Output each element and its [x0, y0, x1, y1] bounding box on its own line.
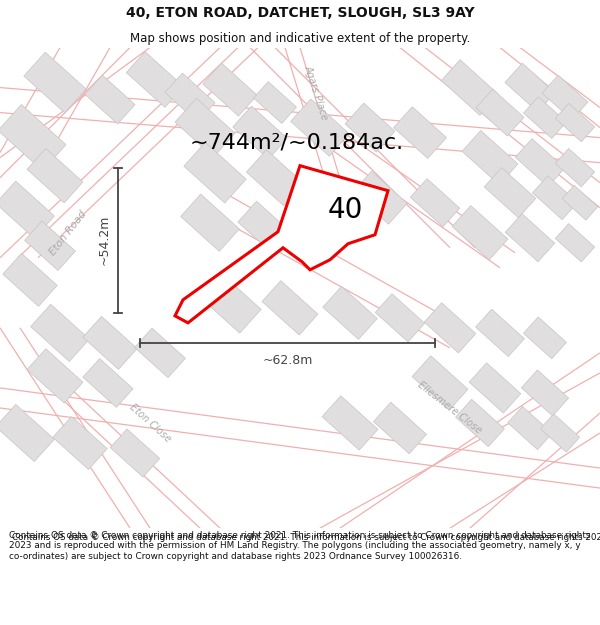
Polygon shape	[469, 363, 521, 413]
Polygon shape	[562, 185, 598, 220]
Text: 40: 40	[328, 196, 362, 224]
Polygon shape	[184, 142, 246, 203]
Text: Agars Place: Agars Place	[302, 64, 329, 121]
Polygon shape	[83, 359, 133, 408]
Polygon shape	[175, 98, 235, 157]
Text: Map shows position and indicative extent of the property.: Map shows position and indicative extent…	[130, 32, 470, 46]
Polygon shape	[476, 89, 524, 136]
Polygon shape	[524, 97, 566, 139]
Polygon shape	[541, 414, 580, 452]
Polygon shape	[0, 104, 66, 171]
Polygon shape	[27, 349, 83, 403]
Text: 40, ETON ROAD, DATCHET, SLOUGH, SL3 9AY: 40, ETON ROAD, DATCHET, SLOUGH, SL3 9AY	[125, 6, 475, 20]
Polygon shape	[127, 52, 184, 107]
Polygon shape	[442, 60, 499, 116]
Polygon shape	[290, 99, 349, 156]
Polygon shape	[31, 304, 89, 361]
Polygon shape	[24, 52, 86, 113]
Polygon shape	[165, 73, 215, 122]
Polygon shape	[27, 149, 83, 203]
Polygon shape	[515, 139, 565, 187]
Polygon shape	[556, 103, 595, 142]
Polygon shape	[462, 131, 518, 185]
Text: Contains OS data © Crown copyright and database right 2021. This information is : Contains OS data © Crown copyright and d…	[12, 533, 600, 542]
Polygon shape	[25, 221, 76, 271]
Polygon shape	[199, 272, 261, 333]
Polygon shape	[110, 429, 160, 477]
Polygon shape	[0, 404, 55, 462]
Polygon shape	[233, 106, 287, 159]
Text: Contains OS data © Crown copyright and database right 2021. This information is : Contains OS data © Crown copyright and d…	[9, 531, 590, 561]
Polygon shape	[394, 107, 446, 159]
Polygon shape	[505, 214, 555, 262]
Polygon shape	[524, 317, 566, 359]
Polygon shape	[247, 150, 304, 206]
Text: ~744m²/~0.184ac.: ~744m²/~0.184ac.	[190, 132, 404, 152]
Polygon shape	[452, 206, 508, 260]
Polygon shape	[53, 416, 107, 469]
Text: ~54.2m: ~54.2m	[97, 215, 110, 266]
Polygon shape	[424, 302, 476, 353]
Polygon shape	[345, 103, 395, 152]
Polygon shape	[556, 149, 595, 187]
Polygon shape	[0, 181, 55, 238]
Polygon shape	[3, 253, 57, 306]
Polygon shape	[323, 286, 377, 339]
Polygon shape	[85, 75, 135, 124]
Polygon shape	[508, 406, 552, 449]
Polygon shape	[373, 402, 427, 454]
Polygon shape	[254, 82, 296, 124]
Polygon shape	[353, 171, 407, 224]
Polygon shape	[410, 179, 460, 227]
Polygon shape	[134, 328, 185, 378]
Polygon shape	[505, 63, 555, 112]
Polygon shape	[375, 294, 425, 342]
Text: Eton Close: Eton Close	[127, 402, 173, 444]
Text: ~62.8m: ~62.8m	[262, 354, 313, 367]
Polygon shape	[542, 75, 588, 120]
Polygon shape	[175, 166, 388, 323]
Polygon shape	[322, 396, 378, 450]
Polygon shape	[484, 168, 536, 217]
Polygon shape	[455, 399, 505, 447]
Polygon shape	[556, 224, 595, 262]
Polygon shape	[238, 201, 292, 254]
Polygon shape	[532, 176, 578, 219]
Polygon shape	[412, 356, 468, 410]
Polygon shape	[203, 63, 257, 116]
Text: Eton Road: Eton Road	[47, 209, 88, 257]
Text: Ellesmere Close: Ellesmere Close	[416, 380, 484, 436]
Polygon shape	[262, 281, 318, 335]
Polygon shape	[181, 194, 239, 251]
Polygon shape	[83, 316, 137, 369]
Polygon shape	[476, 309, 524, 356]
Polygon shape	[521, 370, 569, 416]
